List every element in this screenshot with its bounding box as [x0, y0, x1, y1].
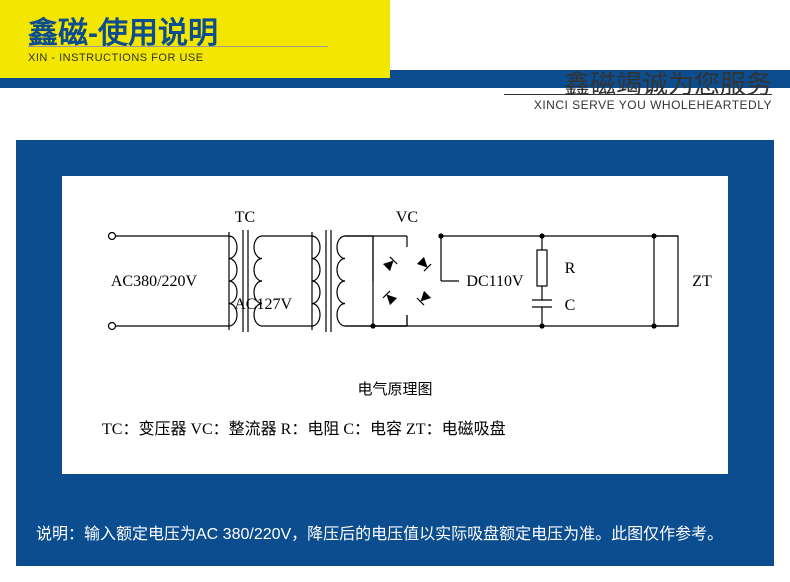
svg-text:DC110V: DC110V: [466, 273, 524, 290]
svg-text:VC: VC: [396, 209, 418, 226]
svg-text:TC：变压器 VC：整流器 R：电阻 C：电容 Z: TC：变压器 VC：整流器 R：电阻 C：电容 ZT：电磁吸盘: [102, 419, 506, 438]
content-panel: TC VC AC380/220V AC127V DC110V R C ZT 电气原理图 TC：变压…: [16, 140, 774, 566]
svg-text:TC: TC: [235, 209, 255, 226]
slogan-cn: 鑫磁竭诚为您服务: [564, 64, 772, 101]
svg-text:C: C: [565, 297, 576, 314]
svg-text:R: R: [565, 260, 576, 277]
svg-text:电气原理图: 电气原理图: [357, 381, 432, 398]
svg-text:AC380/220V: AC380/220V: [111, 273, 198, 290]
svg-text:ZT: ZT: [692, 273, 712, 290]
svg-text:AC127V: AC127V: [234, 296, 292, 313]
title-divider: [28, 46, 328, 47]
circuit-diagram: TC VC AC380/220V AC127V DC110V R C ZT 电气原理图 TC：变压…: [62, 176, 728, 474]
footnote: 说明：输入额定电压为AC 380/220V，降压后的电压值以实际吸盘额定电压为准…: [36, 520, 756, 544]
title-en: XIN - INSTRUCTIONS FOR USE: [28, 52, 204, 64]
